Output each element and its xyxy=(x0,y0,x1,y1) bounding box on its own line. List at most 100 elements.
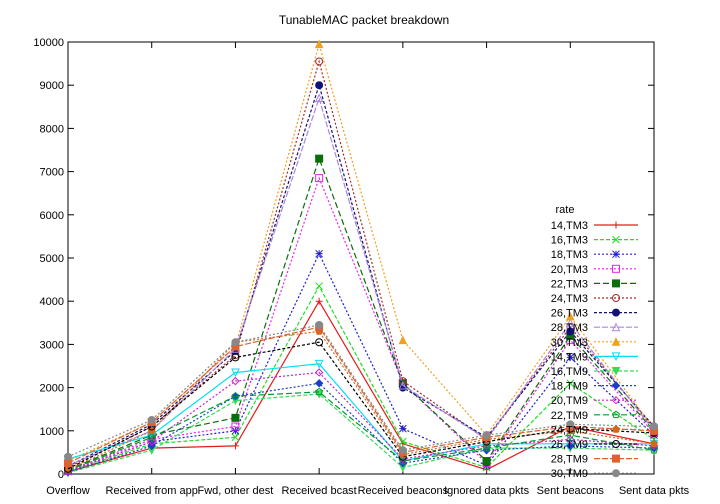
series-line xyxy=(67,41,655,462)
legend-item: 14,TM3 xyxy=(551,220,638,232)
data-point xyxy=(231,368,240,378)
data-point xyxy=(231,433,240,442)
legend-item: 24,TM9 xyxy=(551,424,638,436)
legend-label: 16,TM3 xyxy=(551,235,588,247)
legend-label: 22,TM3 xyxy=(551,278,588,290)
series-line xyxy=(67,284,655,473)
x-tick-label: Overflow xyxy=(46,485,89,497)
x-tick-label: Sent beacons xyxy=(537,485,605,497)
series-line xyxy=(67,300,655,473)
data-point xyxy=(64,452,72,461)
legend-label: 30,TM3 xyxy=(551,337,588,349)
legend-label: 30,TM9 xyxy=(551,468,588,480)
data-point xyxy=(612,279,620,288)
legend-label: 28,TM9 xyxy=(551,454,588,466)
data-point xyxy=(315,282,323,290)
data-point xyxy=(315,174,324,183)
legend-label: 18,TM3 xyxy=(551,249,588,261)
data-point xyxy=(482,461,491,470)
data-point xyxy=(612,440,620,448)
data-point xyxy=(482,431,491,440)
y-tick-label: 10000 xyxy=(33,37,64,49)
data-point xyxy=(566,431,575,439)
data-point xyxy=(566,353,575,362)
data-point xyxy=(231,376,240,386)
legend-item: 18,TM3 xyxy=(551,249,638,261)
data-point xyxy=(611,352,621,362)
data-point xyxy=(231,353,240,362)
series-line xyxy=(67,176,655,472)
series-line xyxy=(67,371,655,472)
series-line xyxy=(67,324,655,458)
data-point xyxy=(314,368,324,377)
legend-item: 30,TM3 xyxy=(551,337,638,349)
legend-item: 24,TM3 xyxy=(551,293,638,305)
data-point xyxy=(612,454,620,463)
data-point xyxy=(650,439,658,448)
data-point xyxy=(231,422,240,431)
legend-item: 16,TM9 xyxy=(551,366,638,378)
legend-label: 20,TM9 xyxy=(551,395,588,407)
legend-item: 28,TM3 xyxy=(551,322,638,334)
data-point xyxy=(315,249,323,258)
y-axis: 0 1000 2000 3000 4000 5000 6000 7000 8000 9000 100… xyxy=(33,37,654,481)
legend-item: 28,TM9 xyxy=(551,454,638,466)
series-line xyxy=(67,382,655,473)
data-point xyxy=(398,335,408,345)
series-line xyxy=(67,363,654,462)
data-point xyxy=(611,337,621,346)
x-tick-label: Ignored data pkts xyxy=(444,485,530,497)
x-tick-label: Received from app xyxy=(106,485,198,497)
legend-item: 20,TM3 xyxy=(551,264,638,276)
legend-label: 18,TM9 xyxy=(551,381,588,393)
data-point xyxy=(315,57,324,66)
x-tick-label: Received bcast xyxy=(282,485,357,497)
data-point xyxy=(566,379,575,388)
data-point xyxy=(612,264,620,273)
series-line xyxy=(67,252,655,472)
data-point xyxy=(231,426,240,435)
y-tick-label: 7000 xyxy=(40,167,64,179)
series-line xyxy=(67,96,655,466)
data-point xyxy=(482,457,491,466)
data-point xyxy=(398,380,408,390)
data-point xyxy=(482,443,491,452)
y-tick-label: 9000 xyxy=(40,80,64,92)
legend-label: 16,TM9 xyxy=(551,366,588,378)
data-point xyxy=(315,387,324,396)
legend-item: 16,TM3 xyxy=(551,235,638,247)
y-tick-label: 3000 xyxy=(40,339,64,351)
legend-item: 22,TM9 xyxy=(551,410,638,422)
data-point xyxy=(314,359,324,369)
data-point xyxy=(612,425,620,433)
y-tick-label: 5000 xyxy=(40,253,64,265)
data-point xyxy=(566,327,575,336)
series-line xyxy=(67,59,655,469)
y-tick-label: 2000 xyxy=(40,383,64,395)
data-point xyxy=(231,442,239,450)
y-tick-label: 1000 xyxy=(40,426,64,438)
data-point xyxy=(650,422,658,431)
data-point xyxy=(612,308,620,317)
data-point xyxy=(611,381,621,390)
series-30-tm9 xyxy=(64,320,658,461)
data-point xyxy=(147,416,156,424)
x-tick-label: Received beacons xyxy=(358,485,449,497)
data-point xyxy=(399,424,407,433)
data-point xyxy=(566,420,575,429)
data-point xyxy=(398,446,407,455)
data-point xyxy=(314,93,324,103)
data-point xyxy=(314,39,324,49)
data-point xyxy=(565,311,575,321)
data-point xyxy=(612,294,620,302)
data-point xyxy=(612,221,620,229)
y-tick-label: 4000 xyxy=(40,296,64,308)
legend-item: 22,TM3 xyxy=(551,278,638,290)
data-point xyxy=(315,338,324,347)
data-point xyxy=(611,395,621,405)
legend-label: 26,TM9 xyxy=(551,439,588,451)
legend-item: 14,TM9 xyxy=(551,351,638,363)
x-tick-label: Sent data pkts xyxy=(619,485,690,497)
series-line xyxy=(67,326,655,464)
series-layer xyxy=(63,39,659,478)
